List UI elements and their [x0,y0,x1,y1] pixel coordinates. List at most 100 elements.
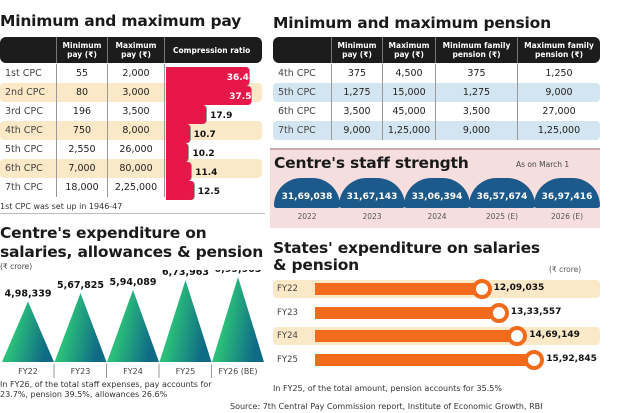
pay-header-1: Minimum pay (₹) [57,37,108,63]
staff-value: 36,97,416 [541,192,593,202]
row-label: 7th CPC [0,178,57,197]
cell: 3,000 [108,83,165,102]
states-bar [315,306,498,319]
states-note: In FY25, of the total amount, pension ac… [273,384,502,393]
row-label: 5th CPC [273,83,332,102]
states-value: 12,09,035 [493,283,545,293]
staff-value: 31,69,038 [281,192,333,202]
pension-row: 7th CPC 9,000 1,25,000 9,000 1,25,000 [273,121,600,140]
states-bar [315,283,481,295]
cell: 375 [332,64,383,83]
pension-header-4: Maximum family pension (₹) [524,41,594,59]
staff-value: 36,57,674 [476,192,528,202]
pay-row: 4th CPC 750 8,000 10.7 [0,121,262,143]
expenditure-year: FY22 [18,367,38,376]
divider [0,213,265,214]
cell: 3,500 [436,102,518,121]
staff-year: 2023 [362,212,382,221]
pension-table-body: 4th CPC 375 4,500 375 1,250 5th CPC 1,275 15,00… [273,64,600,140]
row-label: 7th CPC [273,121,332,140]
pay-row: 6th CPC 7,000 80,000 11.4 [0,159,262,181]
pay-row: 3rd CPC 196 3,500 17.9 [0,102,262,124]
expenditure-year: FY23 [71,367,91,376]
pension-header-1: Minimum pay (₹) [332,37,383,63]
cell: 15,000 [383,83,436,102]
ratio-bar [166,143,190,162]
row-label: 6th CPC [0,159,57,178]
states-year: FY24 [277,331,298,341]
cell: 4,500 [383,64,436,83]
pension-header-0 [273,37,332,63]
cell: 3,500 [332,102,383,121]
pay-header-0 [0,37,57,63]
cell: 9,000 [436,121,518,140]
cell: 375 [436,64,518,83]
ratio-bar [166,105,208,124]
ratio-bar [166,124,191,143]
staff-title: Centre's staff strength [274,154,469,172]
centre-unit: (₹ crore) [0,262,33,271]
cell: 1,250 [545,68,573,79]
expenditure-value: 6,73,963 [162,270,209,278]
cell: 9,000 [545,87,573,98]
staff-year: 2022 [297,212,317,221]
pay-table-body: 1st CPC 55 2,000 36.4 2nd CPC 80 3,000 37.5 3rd … [0,64,262,200]
staff-dome [404,178,470,208]
cell: 7,000 [57,159,108,178]
states-value: 13,33,557 [510,306,562,317]
row-label: 6th CPC [273,102,332,121]
cell: 3,500 [108,102,165,121]
staff-year: 2025 (E) [485,212,519,221]
staff-value: 33,06,394 [411,192,463,202]
expenditure-triangle [107,289,159,362]
ratio-cell: 17.9 [165,102,262,124]
states-bar-end-marker [507,326,528,346]
expenditure-value: 6,99,903 [215,270,262,275]
cell: 80,000 [108,159,165,178]
cell: 1,25,000 [383,121,436,140]
staff-year: 2024 [427,212,447,221]
states-year: FY25 [277,354,298,365]
pay-row: 1st CPC 55 2,000 36.4 [0,64,262,86]
ratio-label: 17.9 [210,110,233,121]
cell: 27,000 [542,106,576,117]
staff-dome [469,178,535,208]
states-title-line2: & pension [273,256,359,274]
pension-table-header: Minimum pay (₹) Maximum pay (₹) Minimum … [273,37,600,63]
ratio-cell: 37.5 [165,83,262,105]
cell: 9,000 [332,121,383,140]
pay-header-2: Maximum pay (₹) [108,37,165,63]
states-bar-end-marker [471,279,492,299]
ratio-label: 10.7 [193,129,216,140]
cell: 45,000 [383,102,436,121]
cell: 2,550 [57,140,108,159]
ratio-bar [166,162,193,181]
expenditure-year: FY25 [176,367,196,376]
staff-dome [339,178,405,208]
ratio-label: 37.5 [229,91,252,102]
states-value: 15,92,845 [546,353,597,364]
expenditure-value: 5,94,089 [110,277,157,288]
centre-note-line1: In FY26, of the total staff expenses, pa… [0,380,212,389]
cell: 80 [57,83,108,102]
expenditure-value: 4,98,339 [5,288,52,299]
cell: 750 [57,121,108,140]
ratio-cell: 10.2 [165,140,262,162]
cell: 2,25,000 [108,178,165,197]
ratio-bar [166,67,250,86]
staff-panel: Centre's staff strength As on March 1 31… [270,148,600,228]
ratio-label: 10.2 [192,148,215,159]
states-title-line1: States' expenditure on salaries [273,239,540,257]
states-year: FY23 [277,307,298,318]
cell: 1,275 [332,83,383,102]
states-bar [315,353,534,366]
expenditure-triangle [2,301,54,362]
cell: 26,000 [108,140,165,159]
staff-value: 31,67,143 [346,192,398,202]
ratio-bar [166,181,195,200]
row-label: 4th CPC [0,121,57,140]
cell: 2,000 [108,64,165,83]
pension-row: 4th CPC 375 4,500 375 1,250 [273,64,600,83]
centre-note-line2: 23.7%, pension 39.5%, allowances 26.6% [0,390,168,399]
states-value: 14,69,149 [529,330,580,340]
